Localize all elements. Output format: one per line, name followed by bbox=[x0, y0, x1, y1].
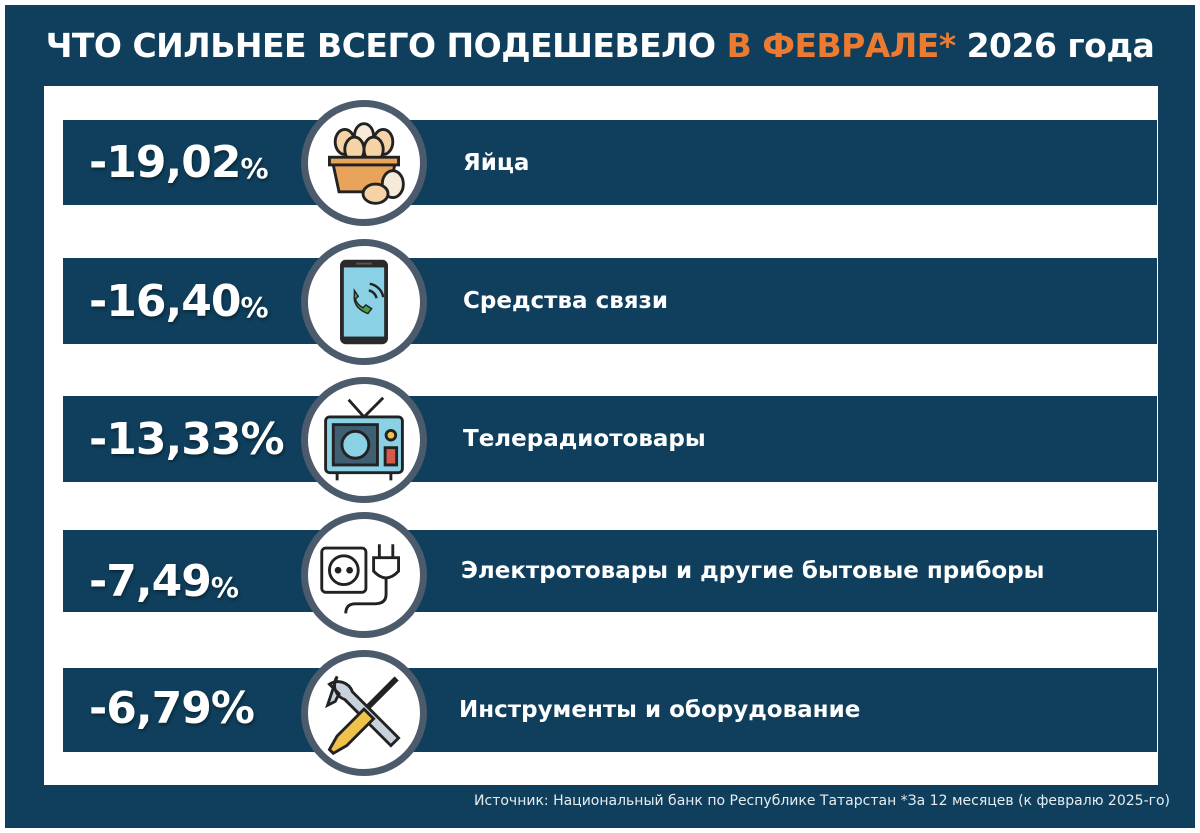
list-item: -13,33% Телерадиотовары bbox=[63, 396, 1157, 482]
smartphone-call-icon bbox=[301, 239, 427, 365]
value: -6,79% bbox=[89, 666, 255, 750]
list-item: -19,02% Яйца bbox=[63, 120, 1157, 205]
value-number: -13,33 bbox=[89, 413, 241, 465]
page-title: ЧТО СИЛЬНЕЕ ВСЕГО ПОДЕШЕВЕЛО В ФЕВРАЛЕ* … bbox=[0, 26, 1200, 65]
egg-basket-icon bbox=[301, 100, 427, 226]
value-number: -16,40 bbox=[89, 275, 241, 327]
source-note: Источник: Национальный банк по Республик… bbox=[474, 793, 1170, 809]
title-accent: В ФЕВРАЛЕ* bbox=[726, 26, 957, 65]
percent-sign: % bbox=[210, 570, 239, 604]
list-item: -6,79% Инструменты и оборудование bbox=[63, 668, 1157, 752]
socket-plug-icon bbox=[301, 512, 427, 638]
percent-sign: % bbox=[240, 290, 268, 324]
title-text: ЧТО СИЛЬНЕЕ ВСЕГО ПОДЕШЕВЕЛО bbox=[45, 26, 727, 65]
percent-sign: % bbox=[210, 682, 255, 734]
title-year: 2026 года bbox=[955, 26, 1155, 65]
retro-tv-icon bbox=[301, 377, 427, 503]
value-number: -7,49 bbox=[89, 555, 212, 607]
item-label: Телерадиотовары bbox=[463, 426, 706, 452]
percent-sign: % bbox=[240, 152, 268, 185]
item-label: Электротовары и другие бытовые приборы bbox=[461, 558, 1045, 584]
value-number: -6,79 bbox=[89, 682, 212, 734]
wrench-screwdriver-icon bbox=[301, 650, 427, 776]
value-number: -19,02 bbox=[89, 137, 241, 188]
value: -7,49% bbox=[89, 540, 239, 622]
list-item: -7,49% Электротовары и другие бытовые пр… bbox=[63, 530, 1157, 612]
value: -13,33% bbox=[89, 396, 285, 482]
list-item: -16,40% Средства связи bbox=[63, 258, 1157, 344]
percent-sign: % bbox=[240, 413, 284, 465]
item-label: Средства связи bbox=[463, 288, 669, 314]
item-label: Яйца bbox=[463, 149, 530, 176]
value: -19,02% bbox=[89, 120, 269, 205]
item-label: Инструменты и оборудование bbox=[459, 697, 861, 723]
value: -16,40% bbox=[89, 258, 269, 344]
